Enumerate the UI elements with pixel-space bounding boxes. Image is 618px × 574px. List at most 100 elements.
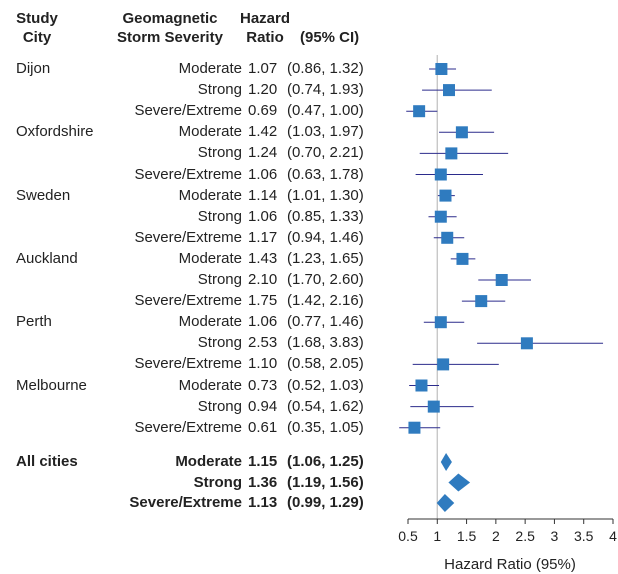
header-storm-severity: Geomagnetic Storm Severity — [117, 10, 223, 46]
severity-label: Moderate — [178, 376, 242, 394]
severity-label: Strong — [197, 397, 242, 415]
city-label: Sweden — [16, 186, 71, 204]
hr-marker — [437, 358, 450, 371]
hazard-ratio-value: 1.10 — [248, 355, 278, 373]
pooled-diamond — [448, 473, 471, 492]
severity-label: Severe/Extreme — [134, 355, 242, 373]
hazard-ratio-value: 1.75 — [248, 292, 278, 310]
x-tick-label: 1 — [433, 528, 441, 544]
hazard-ratio-value: 1.20 — [248, 81, 278, 99]
city-label: Melbourne — [16, 376, 87, 394]
ci-value: (0.58, 2.05) — [287, 355, 364, 373]
ci-value: (0.86, 1.32) — [287, 60, 364, 77]
hazard-ratio-value: 2.10 — [248, 271, 278, 288]
ci-value: (0.70, 2.21) — [287, 144, 364, 162]
hazard-ratio-value: 1.06 — [248, 165, 278, 183]
hr-marker — [427, 400, 440, 413]
hazard-ratio-value: 1.07 — [248, 60, 278, 77]
severity-label: Strong — [197, 81, 242, 99]
city-label: Perth — [16, 313, 52, 331]
city-label: Oxfordshire — [16, 123, 94, 141]
hazard-ratio-value: 1.06 — [248, 207, 278, 225]
ci-value: (0.47, 1.00) — [287, 102, 364, 120]
severity-label: Strong — [197, 334, 242, 352]
hazard-ratio-value: 0.73 — [248, 376, 278, 394]
x-tick-label: 2 — [492, 528, 500, 544]
ci-value: (1.19, 1.56) — [287, 473, 364, 491]
hr-marker — [455, 126, 468, 139]
city-label: Dijon — [16, 60, 51, 77]
pooled-diamond — [440, 453, 452, 471]
hr-marker — [475, 295, 488, 308]
hazard-ratio-value: 1.06 — [248, 313, 278, 331]
hazard-ratio-value: 1.43 — [248, 249, 278, 267]
hr-marker — [456, 252, 469, 265]
ci-value: (0.74, 1.93) — [287, 81, 364, 99]
ci-value: (0.52, 1.03) — [287, 376, 364, 394]
hr-marker — [445, 147, 458, 160]
severity-label: Severe/Extreme — [134, 418, 242, 436]
severity-label: Severe/Extreme — [134, 165, 242, 183]
hr-marker — [434, 316, 447, 329]
ci-value: (0.77, 1.46) — [287, 313, 364, 331]
severity-label: Strong — [197, 207, 242, 225]
severity-label: Moderate — [178, 313, 242, 331]
ci-value: (0.63, 1.78) — [287, 165, 364, 183]
severity-label: Moderate — [178, 123, 242, 141]
x-tick-label: 1.5 — [457, 528, 477, 544]
ci-value: (0.35, 1.05) — [287, 418, 364, 436]
severity-label: Strong — [197, 271, 242, 288]
ci-value: (1.42, 2.16) — [287, 292, 364, 310]
ci-value: (1.03, 1.97) — [287, 123, 364, 141]
ci-value: (1.01, 1.30) — [287, 186, 364, 204]
hr-marker — [413, 105, 426, 118]
hr-marker — [439, 189, 452, 202]
hazard-ratio-value: 0.61 — [248, 418, 278, 436]
severity-label: Moderate — [178, 249, 242, 267]
hr-marker — [415, 379, 428, 392]
ci-value: (0.99, 1.29) — [287, 494, 364, 511]
x-tick-label: 3.5 — [574, 528, 594, 544]
x-tick-label: 4 — [609, 528, 617, 544]
severity-label: Severe/Extreme — [134, 228, 242, 246]
ci-value: (0.54, 1.62) — [287, 397, 364, 415]
header-study-city: Study City — [16, 10, 58, 46]
x-tick-label: 0.5 — [398, 528, 418, 544]
ci-value: (0.94, 1.46) — [287, 228, 364, 246]
hr-marker — [520, 337, 533, 350]
hazard-ratio-value: 1.42 — [248, 123, 278, 141]
hazard-ratio-value: 1.15 — [248, 453, 278, 470]
hazard-ratio-value: 2.53 — [248, 334, 278, 352]
severity-label: Severe/Extreme — [134, 292, 242, 310]
severity-label: Moderate — [178, 60, 242, 77]
hazard-ratio-value: 1.36 — [248, 473, 278, 491]
hr-marker — [434, 210, 447, 223]
severity-label: Severe/Extreme — [129, 494, 242, 511]
hr-marker — [441, 231, 454, 244]
hr-marker — [434, 168, 447, 181]
severity-label: Moderate — [175, 453, 242, 470]
hr-marker — [408, 421, 421, 434]
severity-label: Strong — [193, 473, 242, 491]
hazard-ratio-value: 1.24 — [248, 144, 278, 162]
hazard-ratio-value: 0.94 — [248, 397, 278, 415]
hr-marker — [495, 274, 508, 286]
ci-value: (1.68, 3.83) — [287, 334, 364, 352]
city-label: All cities — [16, 453, 78, 470]
header-ci: (95% CI) — [300, 29, 360, 46]
hazard-ratio-value: 1.14 — [248, 186, 278, 204]
ci-value: (0.85, 1.33) — [287, 207, 364, 225]
x-axis-label: Hazard Ratio (95%) — [444, 556, 576, 573]
ci-value: (1.70, 2.60) — [287, 271, 364, 288]
severity-label: Moderate — [178, 186, 242, 204]
pooled-diamond — [436, 494, 455, 512]
hr-marker — [443, 84, 455, 97]
x-tick-label: 2.5 — [515, 528, 535, 544]
x-tick-label: 3 — [551, 528, 559, 544]
severity-label: Strong — [197, 144, 242, 162]
hazard-ratio-value: 0.69 — [248, 102, 278, 120]
ci-value: (1.23, 1.65) — [287, 249, 364, 267]
hr-marker — [435, 63, 448, 75]
city-label: Auckland — [16, 249, 78, 267]
